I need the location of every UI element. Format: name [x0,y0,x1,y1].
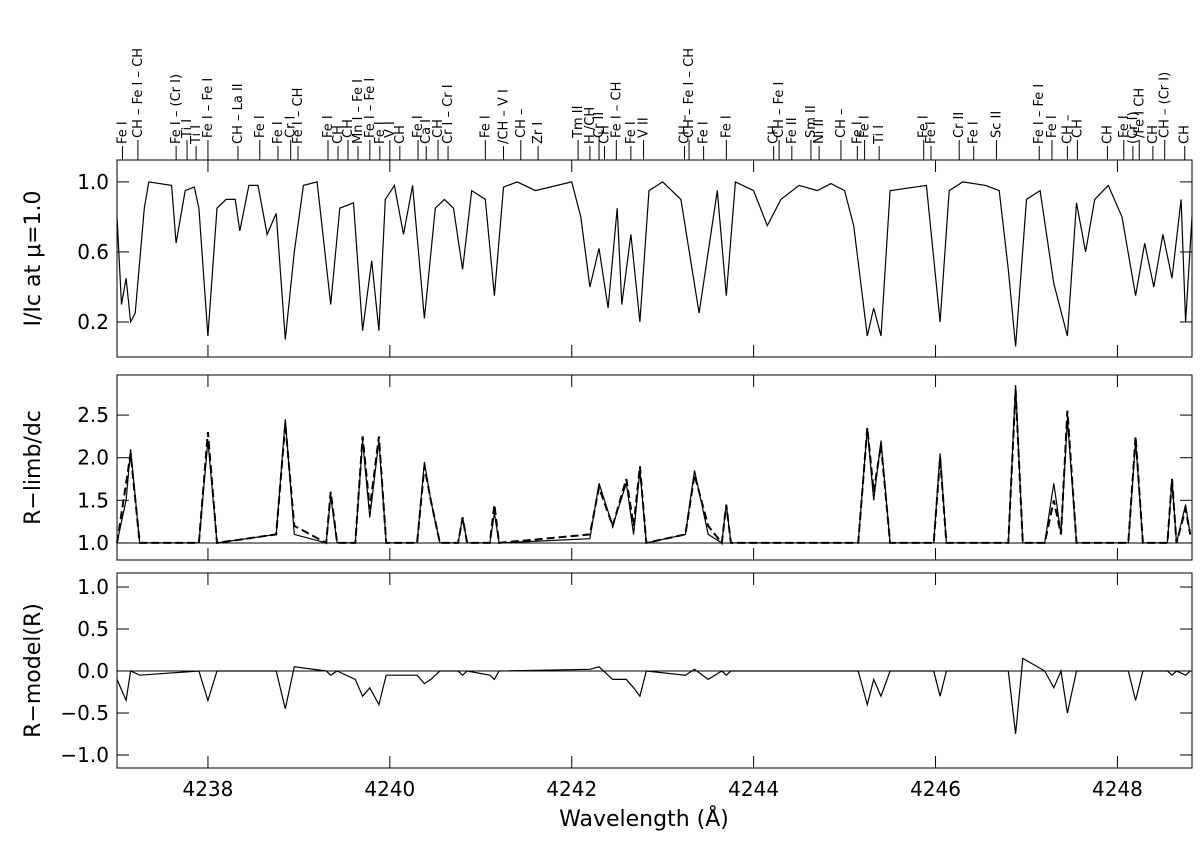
line-label: Ti I [872,125,887,145]
line-label: Mn I – Fe I [351,79,366,144]
spectrum-line [116,657,1191,735]
spectrum-line [116,180,1193,347]
x-tick-label: 4244 [728,777,779,801]
spectrum-line [116,389,1192,546]
x-tick-label: 4238 [182,777,233,801]
line-label: Fe I – Fe I [201,78,216,138]
plot-frame [116,572,1193,769]
line-label: CH – [1060,115,1075,145]
y-tick-label: 0.0 [77,659,109,683]
y-axis-label: R−limb/dc [21,410,46,525]
line-label: Sc II [989,111,1004,138]
y-tick-label: −1.0 [60,743,109,767]
line-label: CH – (Cr I) [1158,72,1173,138]
line-label: Tm II [571,106,586,139]
line-label: Zr I [531,122,546,144]
line-label: CH – [678,115,693,145]
line-label: CH [597,125,612,144]
line-label: Fe I [624,121,639,144]
line-label: Cr II [592,112,607,138]
line-label: CH [1178,125,1193,144]
line-label: Fe I [271,121,286,144]
line-label: Fe I [719,115,734,138]
line-label: /CH – V I [497,89,512,144]
line-label: Fe I [697,121,712,144]
line-label: Fe I [373,121,388,144]
x-tick-label: 4242 [546,777,597,801]
y-tick-label: −0.5 [60,701,109,725]
line-label: Fe I [917,115,932,138]
line-label: CH [767,125,782,144]
line-label: Fe I – CH [609,82,624,138]
line-label: Fe I [478,115,493,138]
y-tick-label: 0.6 [77,240,109,264]
spectrum-line [116,385,1191,544]
line-label: Fe I – CH [291,88,306,144]
line-label: CH [393,125,408,144]
y-tick-label: 1.5 [77,488,109,512]
line-label: Fe I [253,115,268,138]
line-label: Fe II [785,117,800,144]
line-label: V II [637,117,652,138]
y-axis-label: R−model(R) [21,603,46,738]
line-label: CH – Fe I [772,82,787,138]
line-label: Ni II [812,119,827,144]
line-label: Fe I [115,121,130,144]
line-label: Fe I – (Cr I) [169,74,184,144]
x-tick-label: 4248 [1092,777,1143,801]
line-label: CH – Fe I – CH [682,48,697,138]
y-tick-label: 1.0 [77,575,109,599]
x-tick-label: 4246 [910,777,961,801]
line-label: Fe I – Fe I [363,78,378,138]
line-label: Ti I [189,125,204,145]
line-label: CH [1146,125,1161,144]
line-label: CH – Fe I – CH [131,48,146,138]
line-label: H /CH [583,107,598,144]
line-label: (Cr I) [1126,111,1141,144]
line-label: CH [1070,119,1085,138]
line-label: Fe I [967,121,982,144]
line-label: CH [1100,125,1115,144]
line-label: Fe I [858,115,873,138]
y-axis-label: I/Ic at μ=1.0 [21,191,46,327]
line-label: V I [383,121,398,138]
line-label: Sm II [804,105,819,138]
x-tick-label: 4240 [364,777,415,801]
line-label: Cr I [284,116,299,138]
line-label: Fe I – Fe I [1032,84,1047,144]
line-label: Ti I [180,119,195,139]
line-label: CH [331,125,346,144]
plot-frame [116,159,1193,358]
line-label: CH [341,119,356,138]
plot-frame [116,374,1193,561]
line-label: Fe I [924,121,939,144]
line-label: Fe I [411,115,426,138]
line-label: Ca I [419,119,434,144]
y-tick-label: 2.0 [77,446,109,470]
line-label: Fe I [1045,115,1060,138]
line-label: Fe I [850,121,865,144]
line-label: CH – La II [231,83,246,144]
y-tick-label: 1.0 [77,531,109,555]
line-label: Cr II [952,112,967,138]
y-tick-label: 0.5 [77,617,109,641]
line-label: Cr I – Cr I [441,84,456,144]
y-tick-label: 0.2 [77,310,109,334]
line-label: Fe I [1117,115,1132,138]
line-label: CH – [514,109,529,139]
line-label: Fe I [321,115,336,138]
x-axis-label: Wavelength (Å) [559,805,729,832]
y-tick-label: 1.0 [77,170,109,194]
line-label: /Fe I CH [1132,88,1147,138]
line-label: CH – [834,109,849,139]
line-label: CH [431,119,446,138]
y-tick-label: 2.5 [77,403,109,427]
